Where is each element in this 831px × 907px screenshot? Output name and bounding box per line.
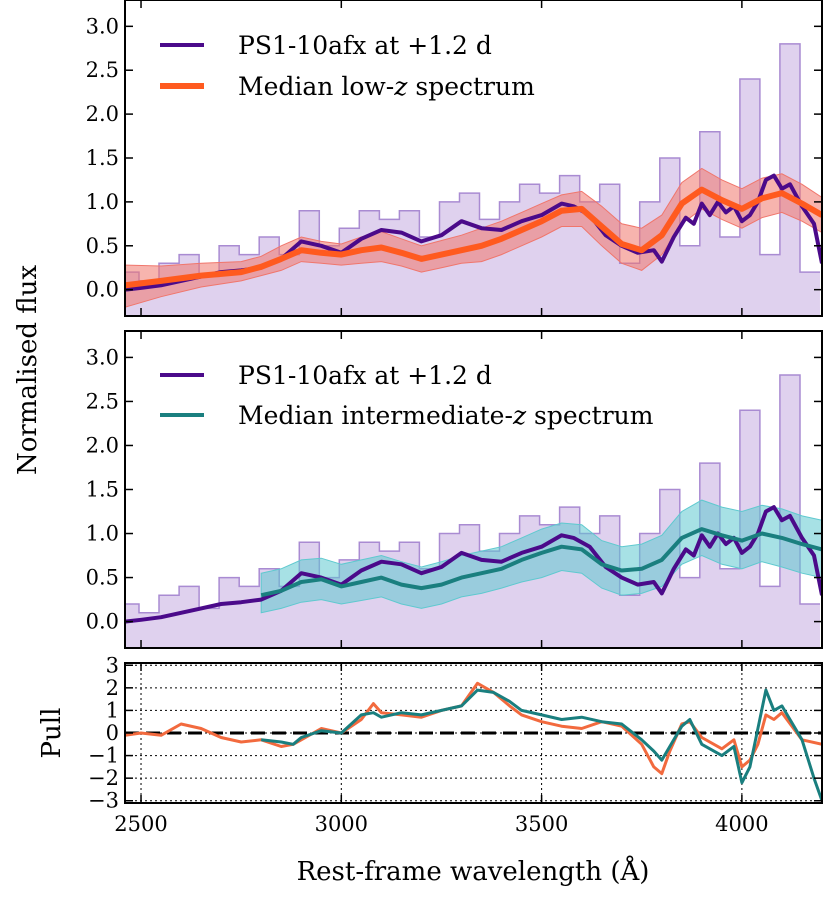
y-tick-label: 1.5 <box>86 478 119 502</box>
y-tick-label: 2.5 <box>86 58 119 82</box>
top-legend: PS1-10afx at +1.2 d Median low-z spectru… <box>160 31 535 101</box>
y-tick-label: 3.0 <box>86 14 119 38</box>
legend-label-ps1-mid: PS1-10afx at +1.2 d <box>238 361 492 390</box>
y-tick-label: 3 <box>106 653 119 677</box>
median-error-band <box>125 167 822 308</box>
y-tick-label: 2 <box>106 676 119 700</box>
y-tick-label: −3 <box>88 789 119 813</box>
legend-label-intermediate-z: Median intermediate-z spectrum <box>238 401 654 430</box>
y-tick-label: 0.5 <box>86 234 119 258</box>
y-axis-label-pull: Pull <box>37 708 67 759</box>
legend-label-ps1: PS1-10afx at +1.2 d <box>238 31 492 60</box>
y-tick-label: 0.5 <box>86 566 119 590</box>
y-axis-label-flux: Normalised flux <box>13 265 43 475</box>
x-tick-label: 4000 <box>715 812 768 836</box>
x-tick-label: 3000 <box>315 812 368 836</box>
pull-line-low-z <box>125 681 822 776</box>
pull-line-intermediate-z <box>261 688 822 802</box>
median-spectrum-line <box>260 527 822 598</box>
x-axis-label: Rest-frame wavelength (Å) <box>297 855 650 887</box>
median-spectrum-line <box>125 186 822 289</box>
y-tick-label: 1.0 <box>86 190 119 214</box>
top-panel: 0.0 0.5 1.0 1.5 2.0 2.5 3.0 PS1-10afx at +1.2 … <box>86 0 823 317</box>
y-tick-label: 1.5 <box>86 146 119 170</box>
y-tick-label: 0 <box>106 721 119 745</box>
middle-panel: 0.0 0.5 1.0 1.5 2.0 2.5 3.0 PS1-10afx at +1.2 … <box>86 330 823 649</box>
y-tick-label: 3.0 <box>86 345 119 369</box>
y-tick-label: −1 <box>88 744 119 768</box>
y-tick-label: 0.0 <box>86 278 119 302</box>
y-tick-label: 1 <box>106 698 119 722</box>
y-tick-label: −2 <box>88 766 119 790</box>
y-tick-label: 2.0 <box>86 433 119 457</box>
y-tick-label: 2.5 <box>86 389 119 413</box>
x-tick-label: 2500 <box>114 812 167 836</box>
y-tick-label: 0.0 <box>86 610 119 634</box>
y-tick-label: 2.0 <box>86 102 119 126</box>
legend-label-low-z: Median low-z spectrum <box>238 72 535 101</box>
y-tick-label: 1.0 <box>86 522 119 546</box>
middle-legend: PS1-10afx at +1.2 d Median intermediate-… <box>160 361 654 430</box>
x-tick-label: 3500 <box>515 812 568 836</box>
